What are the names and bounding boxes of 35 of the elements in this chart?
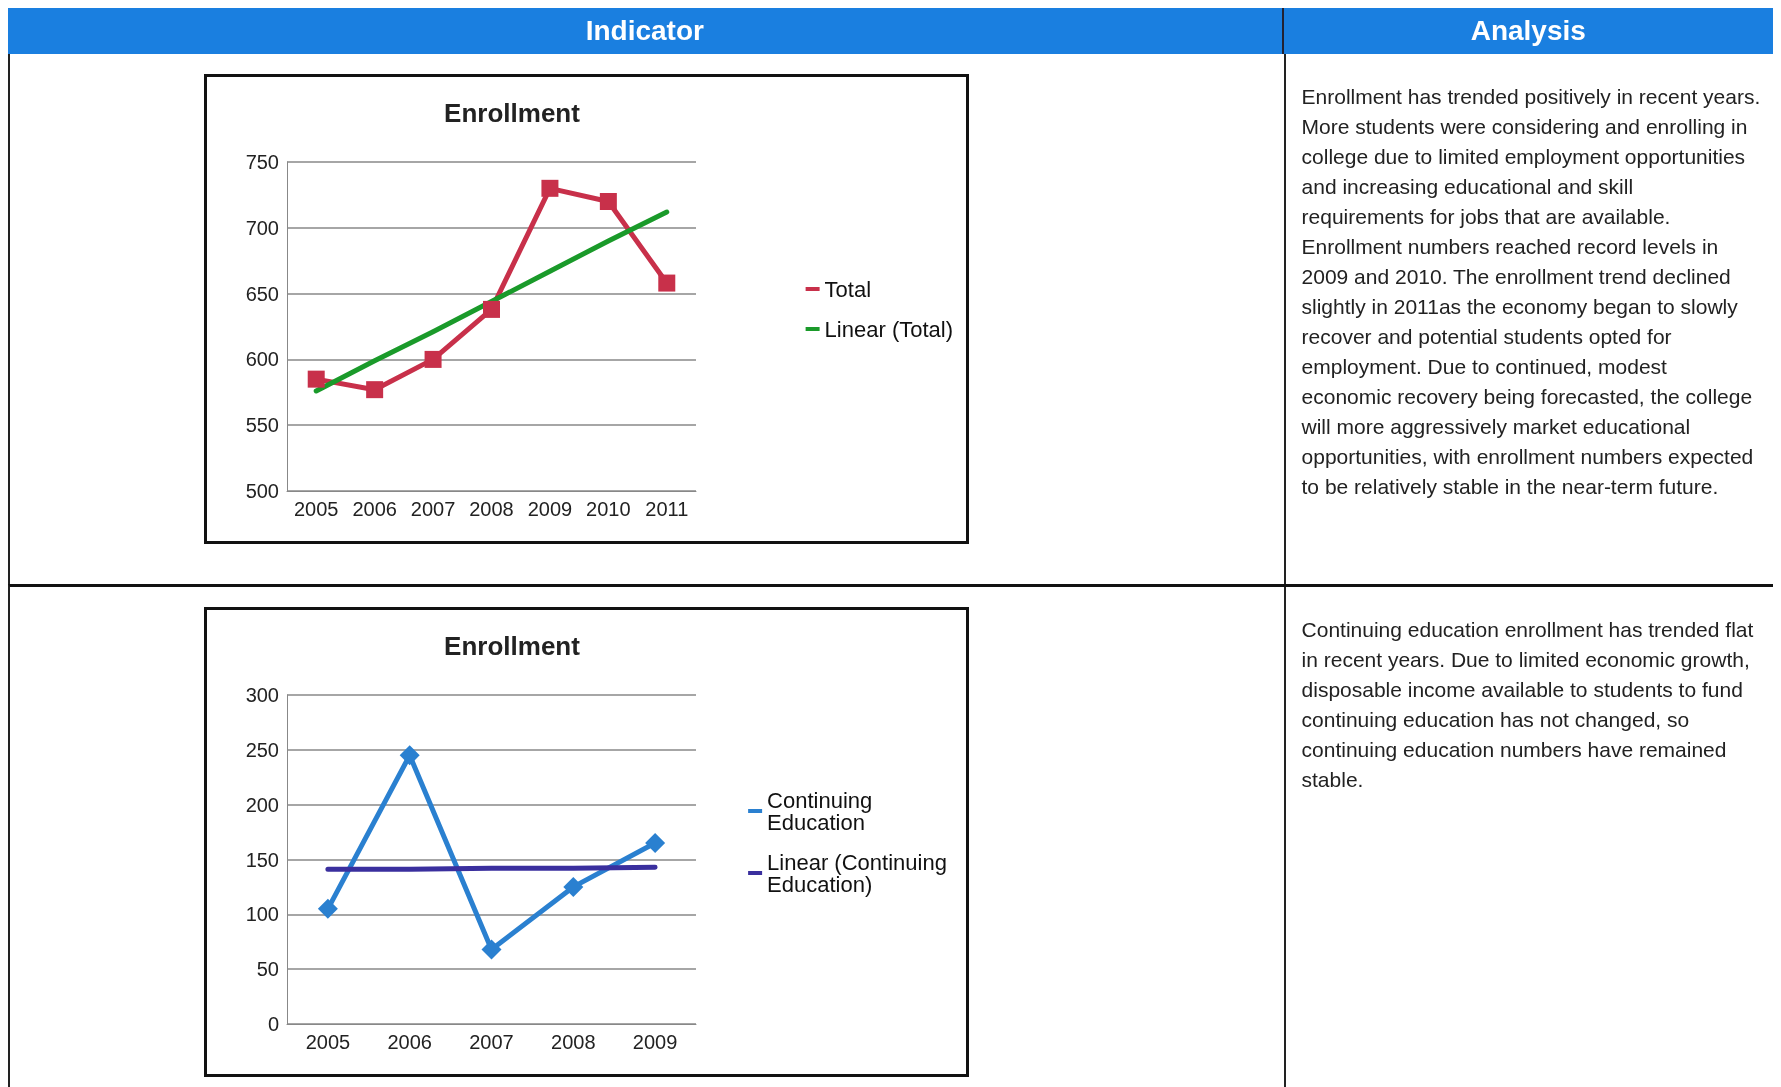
x-tick-label: 2006 — [352, 498, 398, 520]
y-tick-label: 0 — [268, 1013, 280, 1035]
legend-label: Total — [824, 276, 872, 302]
text: Indicator — [584, 14, 705, 48]
y-tick-label: 300 — [245, 684, 280, 706]
text: Analysis — [1281, 8, 1773, 54]
y-tick-label: 750 — [245, 151, 280, 173]
y-tick-label: 200 — [245, 793, 280, 816]
y-tick-label: 650 — [245, 282, 280, 305]
y-tick-label: 250 — [245, 738, 280, 761]
text: Continuing education enrollment has trended flat in recent years. Due to limited economic growth, disposable income available to students to fund continuing education has not changed, so continuing education numbers have remained stable. — [1301, 617, 1755, 793]
y-tick-label: 50 — [257, 958, 280, 981]
chart-title: Enrollment — [444, 98, 581, 128]
x-tick-label: 2010 — [586, 498, 631, 520]
y-tick-label: 100 — [245, 903, 280, 926]
x-tick-label: 2006 — [387, 1031, 433, 1053]
legend-label: Linear (Continuing Education) — [767, 849, 954, 897]
text: Enrollment has trended positively in recent years. More students were considering and enrolling in college due to limited employment opportunities and increasing educational and skill requirements for jobs that are available. Enrollment numbers reached record levels in 2009 and 2010. The enrollment trend declined slightly in 2011as the economy began to slowly recover and potential students opted for employment. Due to continued, modest economic recovery being forecasted, the college will more aggressively market educational opportunities, with enrollment numbers expected to be relatively stable in the near-term future. — [1301, 85, 1761, 498]
chart-title: Enrollment — [444, 631, 581, 661]
y-tick-label: 500 — [245, 480, 280, 502]
x-tick-label: 2005 — [294, 498, 339, 520]
x-tick-label: 2009 — [633, 1031, 678, 1053]
legend-label: Linear (Total) — [824, 316, 954, 342]
y-tick-label: 550 — [245, 414, 280, 437]
legend-label: Continuing Education — [767, 787, 879, 835]
y-tick-label: 150 — [245, 848, 280, 871]
x-tick-label: 2011 — [645, 498, 689, 520]
x-tick-label: 2007 — [411, 498, 456, 520]
y-tick-label: 700 — [245, 216, 280, 239]
x-tick-label: 2008 — [551, 1031, 596, 1053]
x-tick-label: 2009 — [527, 498, 573, 520]
x-tick-label: 2005 — [305, 1031, 351, 1053]
x-tick-label: 2008 — [469, 498, 515, 520]
x-tick-label: 2007 — [469, 1031, 515, 1053]
y-tick-label: 600 — [245, 348, 280, 371]
